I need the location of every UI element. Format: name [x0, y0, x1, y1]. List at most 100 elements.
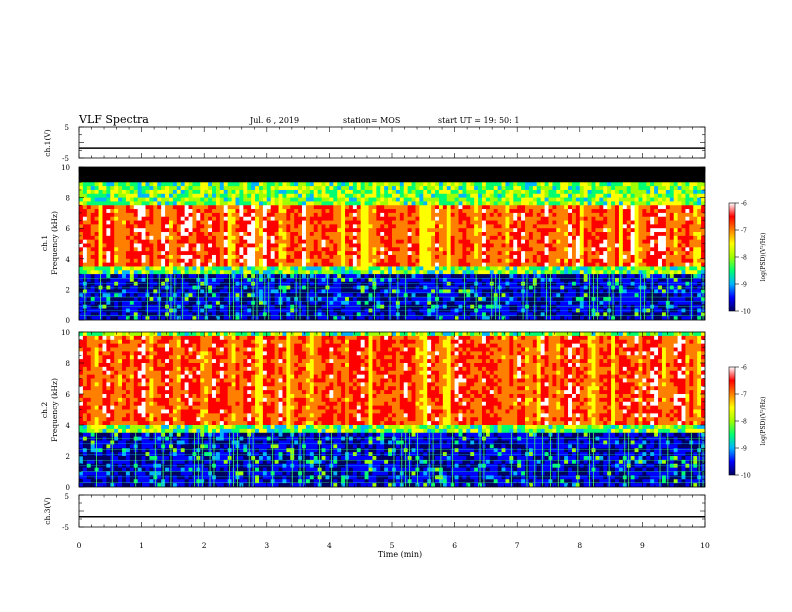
spectrogram-cell [215, 189, 221, 195]
spectrogram-cell [415, 220, 420, 225]
spectrogram-cell [497, 270, 502, 275]
spectrogram-cell [528, 232, 534, 237]
spectrogram-cell [427, 277, 432, 283]
spectrogram-cell [556, 205, 561, 210]
spectrogram-cell [278, 243, 283, 248]
spectrogram-cell [149, 289, 154, 294]
spectrogram-cell [196, 228, 201, 233]
spectrogram-cell [540, 312, 545, 317]
spectrogram-cell [427, 239, 432, 244]
spectrogram-cell [450, 251, 455, 256]
spectrogram-cell [192, 274, 197, 279]
spectrogram-cell [458, 304, 463, 309]
spectrogram-cell [571, 228, 577, 233]
spectrogram-cell [274, 182, 279, 187]
spectrogram-cell [458, 277, 463, 283]
spectrogram-cell [122, 293, 127, 298]
spectrogram-cell [521, 205, 526, 210]
spectrogram-cell [348, 186, 354, 191]
spectrogram-cell [302, 312, 307, 317]
spectrogram-cell [114, 239, 119, 244]
spectrogram-cell [98, 182, 103, 187]
spectrogram-cell [223, 228, 229, 233]
spectrogram-cell [317, 212, 322, 218]
spectrogram-cell [235, 254, 240, 260]
spectrogram-cell [208, 197, 213, 202]
spectrogram-cell [571, 300, 577, 306]
spectrogram-cell [243, 254, 248, 260]
spectrogram-cell [513, 281, 518, 286]
spectrogram-cell [509, 304, 514, 309]
spectrogram-cell [552, 205, 557, 210]
spectrogram-cell [86, 193, 92, 198]
spectrogram-cell [262, 182, 268, 187]
spectrogram-cell [509, 235, 514, 241]
spectrogram-cell [446, 281, 452, 286]
spectrogram-cell [204, 258, 209, 264]
spectrogram-cell [466, 312, 471, 317]
spectrogram-cell [200, 186, 205, 191]
spectrogram-cell [270, 189, 276, 195]
spectrogram-cell [133, 316, 139, 320]
spectrogram-cell [98, 216, 103, 221]
spectrogram-cell [599, 312, 604, 317]
spectrogram-cell [219, 193, 225, 198]
spectrogram-cell [192, 201, 197, 206]
spectrogram-cell [360, 289, 366, 294]
spectrogram-cell [86, 209, 92, 214]
spectrogram-cell [564, 254, 569, 260]
spectrogram-cell [341, 232, 346, 237]
spectrogram-cell [145, 189, 150, 195]
spectrogram-cell [337, 247, 342, 252]
spectrogram-cell [165, 209, 170, 214]
spectrogram-cell [470, 262, 475, 267]
spectrogram-cell [458, 297, 463, 302]
spectrogram-cell [235, 228, 240, 233]
spectrogram-cell [466, 216, 471, 221]
spectrogram-cell [337, 289, 342, 294]
spectrogram-cell [470, 201, 475, 206]
spectrogram-cell [368, 243, 373, 248]
spectrogram-cell [239, 189, 244, 195]
spectrogram-cell [552, 262, 557, 267]
spectrogram-cell [168, 258, 174, 264]
spectrogram-cell [552, 300, 557, 306]
spectrogram-cell [564, 189, 569, 195]
spectrogram-cell [141, 189, 146, 195]
spectrogram-cell [129, 297, 135, 302]
spectrogram-cell [583, 239, 589, 244]
spectrogram-cell [165, 228, 170, 233]
spectrogram-cell [243, 277, 248, 283]
spectrogram-cell [505, 312, 510, 317]
spectrogram-cell [466, 186, 471, 191]
spectrogram-cell [239, 258, 244, 264]
spectrogram-cell [466, 182, 471, 187]
spectrogram-cell [450, 270, 455, 275]
spectrogram-cell [122, 197, 127, 202]
spectrogram-cell [356, 266, 362, 271]
spectrogram-cell [317, 209, 322, 214]
spectrogram-cell [274, 228, 279, 233]
spectrogram-cell [125, 258, 131, 264]
spectrogram-cell [579, 209, 585, 214]
spectrogram-cell [528, 189, 534, 195]
spectrogram-cell [94, 247, 99, 252]
spectrogram-cell [376, 304, 381, 309]
spectrogram-cell [247, 201, 252, 206]
spectrogram-cell [532, 224, 538, 229]
spectrogram-cell [79, 251, 84, 256]
spectrogram-cell [157, 216, 162, 221]
spectrogram-cell [258, 274, 264, 279]
spectrogram-cell [528, 193, 534, 198]
spectrogram-cell [571, 193, 577, 198]
spectrogram-cell [110, 201, 115, 206]
spectrogram-cell [188, 270, 193, 275]
spectrogram-cell [122, 300, 127, 306]
spectrogram-cell [321, 258, 326, 264]
spectrogram-cell [321, 293, 326, 298]
spectrogram-cell [352, 251, 358, 256]
spectrogram-cell [587, 266, 592, 271]
spectrogram-cell [544, 201, 549, 206]
spectrogram-cell [345, 251, 350, 256]
spectrogram-cell [165, 270, 170, 275]
